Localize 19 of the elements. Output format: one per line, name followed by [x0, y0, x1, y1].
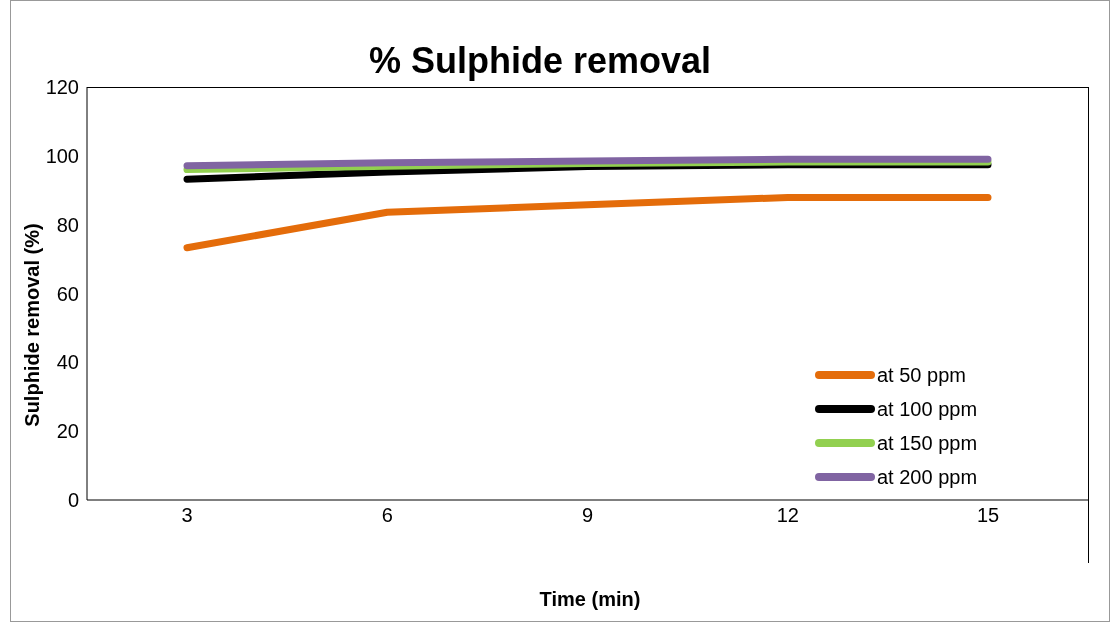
x-tick-label: 6 — [381, 504, 393, 527]
y-tick-label: 100 — [45, 144, 79, 167]
y-tick-label: 40 — [56, 351, 79, 374]
y-tick-label: 0 — [67, 489, 79, 512]
y-axis-title: Sulphide removal (%) — [20, 223, 44, 427]
y-tick-label: 60 — [56, 282, 79, 305]
x-axis-title: Time (min) — [538, 588, 642, 611]
x-tick-label: 3 — [181, 504, 193, 527]
legend-label: at 100 ppm — [877, 397, 978, 422]
legend-label: at 50 ppm — [877, 363, 966, 388]
y-tick-label: 80 — [56, 213, 79, 236]
y-tick-label: 20 — [56, 420, 79, 443]
x-tick-label: 9 — [581, 504, 594, 527]
legend-label: at 150 ppm — [877, 431, 978, 456]
legend-label: at 200 ppm — [877, 465, 978, 490]
y-tick-label: 120 — [45, 76, 79, 99]
chart-title: % Sulphide removal — [368, 40, 712, 81]
x-tick-label: 15 — [976, 504, 1000, 527]
x-tick-label: 12 — [776, 504, 799, 527]
